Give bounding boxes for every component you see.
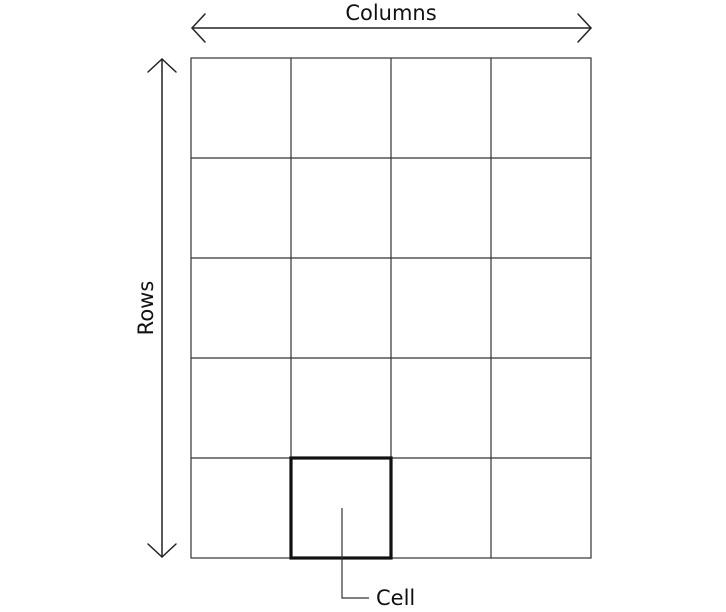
cell-leader-line xyxy=(341,508,369,599)
rows-arrow xyxy=(147,58,177,558)
rows-label: Rows xyxy=(134,281,158,336)
cell-label: Cell xyxy=(376,586,415,610)
columns-arrow xyxy=(191,13,592,43)
columns-label: Columns xyxy=(345,1,436,25)
highlighted-cell xyxy=(289,456,393,560)
